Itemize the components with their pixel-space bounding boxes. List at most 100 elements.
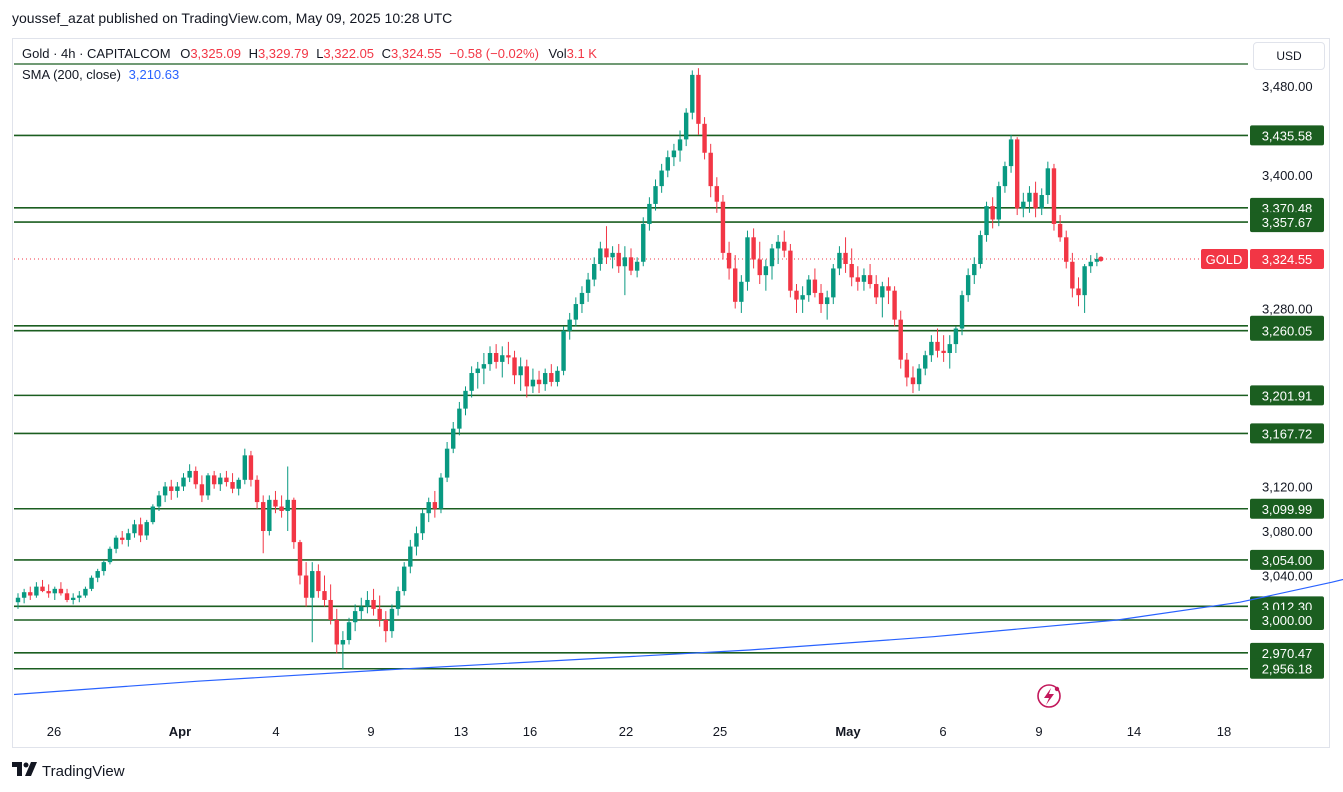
candle-body[interactable] xyxy=(837,252,842,269)
candle-body[interactable] xyxy=(230,482,235,489)
candle-body[interactable] xyxy=(518,366,523,376)
candle-body[interactable] xyxy=(1094,258,1100,262)
candle-body[interactable] xyxy=(904,359,910,378)
candle-body[interactable] xyxy=(671,150,677,158)
candle-body[interactable] xyxy=(585,279,591,293)
candle-body[interactable] xyxy=(592,264,597,280)
candle-body[interactable] xyxy=(77,595,82,598)
candle-body[interactable] xyxy=(831,268,836,298)
candle-body[interactable] xyxy=(867,275,873,285)
candle-body[interactable] xyxy=(395,591,401,609)
candle-body[interactable] xyxy=(812,279,818,293)
candle-body[interactable] xyxy=(1082,266,1087,296)
candle-body[interactable] xyxy=(561,330,566,371)
candle-body[interactable] xyxy=(524,366,529,387)
candle-body[interactable] xyxy=(733,268,738,302)
candle-body[interactable] xyxy=(604,248,609,258)
candle-body[interactable] xyxy=(1057,223,1063,238)
candle-body[interactable] xyxy=(555,370,560,382)
candle-body[interactable] xyxy=(1051,168,1057,224)
candle-body[interactable] xyxy=(824,297,830,305)
candle-body[interactable] xyxy=(169,486,174,491)
candle-body[interactable] xyxy=(205,475,211,496)
candle-body[interactable] xyxy=(757,259,762,276)
candle-body[interactable] xyxy=(1045,168,1051,196)
candle-body[interactable] xyxy=(972,264,977,276)
candle-body[interactable] xyxy=(414,533,419,547)
candle-body[interactable] xyxy=(218,477,223,485)
candle-body[interactable] xyxy=(898,319,903,360)
candle-body[interactable] xyxy=(334,620,339,645)
currency-button[interactable]: USD xyxy=(1253,42,1325,70)
candle-body[interactable] xyxy=(493,353,499,362)
candle-body[interactable] xyxy=(861,275,867,282)
candle-body[interactable] xyxy=(224,477,229,483)
candle-body[interactable] xyxy=(996,186,1001,220)
candle-body[interactable] xyxy=(261,502,266,531)
candle-body[interactable] xyxy=(95,571,100,578)
candle-body[interactable] xyxy=(52,588,57,594)
candle-body[interactable] xyxy=(959,295,965,329)
candle-body[interactable] xyxy=(947,344,952,353)
candle-body[interactable] xyxy=(487,353,493,365)
candle-body[interactable] xyxy=(935,341,940,351)
candle-body[interactable] xyxy=(628,257,634,271)
candle-body[interactable] xyxy=(346,622,352,641)
candle-body[interactable] xyxy=(451,428,456,449)
candle-body[interactable] xyxy=(162,486,168,496)
candle-body[interactable] xyxy=(990,206,995,220)
candle-body[interactable] xyxy=(383,620,388,632)
candle-body[interactable] xyxy=(696,74,701,124)
candle-body[interactable] xyxy=(371,599,376,609)
candle-body[interactable] xyxy=(720,201,726,253)
candle-body[interactable] xyxy=(788,250,793,291)
candle-body[interactable] xyxy=(175,486,180,491)
candle-body[interactable] xyxy=(1021,201,1026,209)
candle-body[interactable] xyxy=(800,295,805,300)
candle-body[interactable] xyxy=(782,241,787,251)
tradingview-logo[interactable]: TradingView xyxy=(12,762,125,780)
candle-body[interactable] xyxy=(211,475,217,485)
candle-body[interactable] xyxy=(426,502,431,514)
candle-body[interactable] xyxy=(322,591,327,600)
candle-body[interactable] xyxy=(641,223,646,262)
candle-body[interactable] xyxy=(1039,195,1044,209)
candle-body[interactable] xyxy=(1033,192,1038,209)
candle-body[interactable] xyxy=(340,640,346,645)
candle-body[interactable] xyxy=(193,470,198,485)
candle-body[interactable] xyxy=(481,364,487,369)
candle-body[interactable] xyxy=(377,608,382,620)
candle-body[interactable] xyxy=(542,373,548,385)
candle-body[interactable] xyxy=(683,112,689,140)
candle-body[interactable] xyxy=(794,290,799,300)
candle-body[interactable] xyxy=(941,350,946,353)
candle-body[interactable] xyxy=(273,499,278,507)
candle-body[interactable] xyxy=(457,408,462,429)
candle-body[interactable] xyxy=(156,495,162,507)
lightning-icon[interactable] xyxy=(1037,684,1061,708)
legend-symbol[interactable]: Gold · 4h · CAPITALCOM xyxy=(22,46,171,61)
candle-body[interactable] xyxy=(610,252,615,258)
candle-body[interactable] xyxy=(984,206,989,236)
candle-body[interactable] xyxy=(855,277,861,282)
candle-body[interactable] xyxy=(745,237,750,282)
candle-body[interactable] xyxy=(739,281,744,302)
candle-body[interactable] xyxy=(113,537,119,549)
candle-body[interactable] xyxy=(714,186,720,202)
candle-body[interactable] xyxy=(463,390,468,409)
candle-body[interactable] xyxy=(1076,288,1081,296)
candle-body[interactable] xyxy=(469,373,474,391)
candle-body[interactable] xyxy=(677,139,683,151)
candle-body[interactable] xyxy=(1008,139,1014,167)
candle-body[interactable] xyxy=(83,588,88,596)
candle-body[interactable] xyxy=(316,571,321,592)
candle-body[interactable] xyxy=(328,599,333,620)
candle-body[interactable] xyxy=(763,266,769,276)
candle-body[interactable] xyxy=(138,524,143,536)
candle-body[interactable] xyxy=(616,252,621,267)
candle-body[interactable] xyxy=(665,157,670,171)
candle-body[interactable] xyxy=(365,599,370,607)
candle-body[interactable] xyxy=(144,522,149,536)
candle-body[interactable] xyxy=(132,524,137,534)
candle-body[interactable] xyxy=(15,597,21,603)
